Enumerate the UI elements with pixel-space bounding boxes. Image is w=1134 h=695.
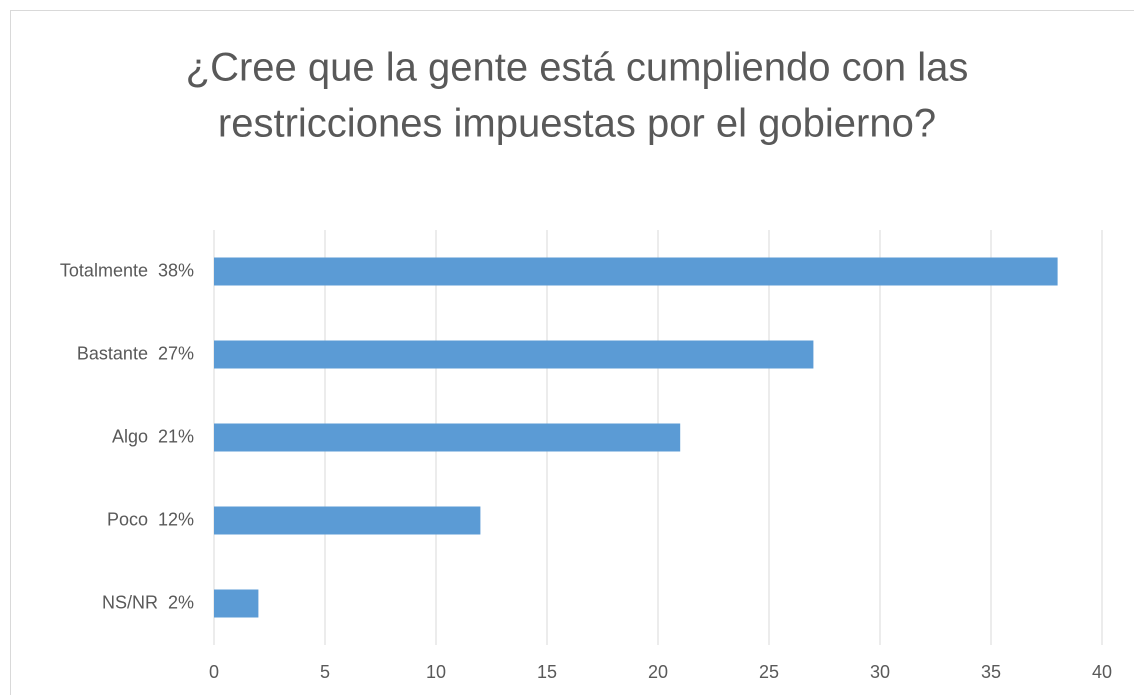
bar: [214, 257, 1058, 286]
y-tick-label: NS/NR 2%: [102, 592, 194, 612]
x-tick-label: 10: [426, 662, 446, 682]
y-tick-label: Totalmente 38%: [60, 260, 194, 280]
x-tick-label: 20: [648, 662, 668, 682]
chart-title: restricciones impuestas por el gobierno?: [218, 102, 936, 146]
x-tick-label: 5: [320, 662, 330, 682]
x-tick-label: 0: [209, 662, 219, 682]
bar: [214, 506, 481, 535]
x-tick-label: 15: [537, 662, 557, 682]
bar: [214, 340, 814, 369]
y-tick-label: Bastante 27%: [77, 343, 194, 363]
bar: [214, 589, 259, 618]
y-tick-label: Poco 12%: [107, 509, 194, 529]
chart-title: ¿Cree que la gente está cumpliendo con l…: [186, 46, 969, 90]
x-tick-label: 30: [870, 662, 890, 682]
bar: [214, 423, 681, 452]
x-tick-label: 40: [1092, 662, 1112, 682]
x-tick-label: 25: [759, 662, 779, 682]
y-tick-label: Algo 21%: [112, 426, 194, 446]
x-tick-label: 35: [981, 662, 1001, 682]
